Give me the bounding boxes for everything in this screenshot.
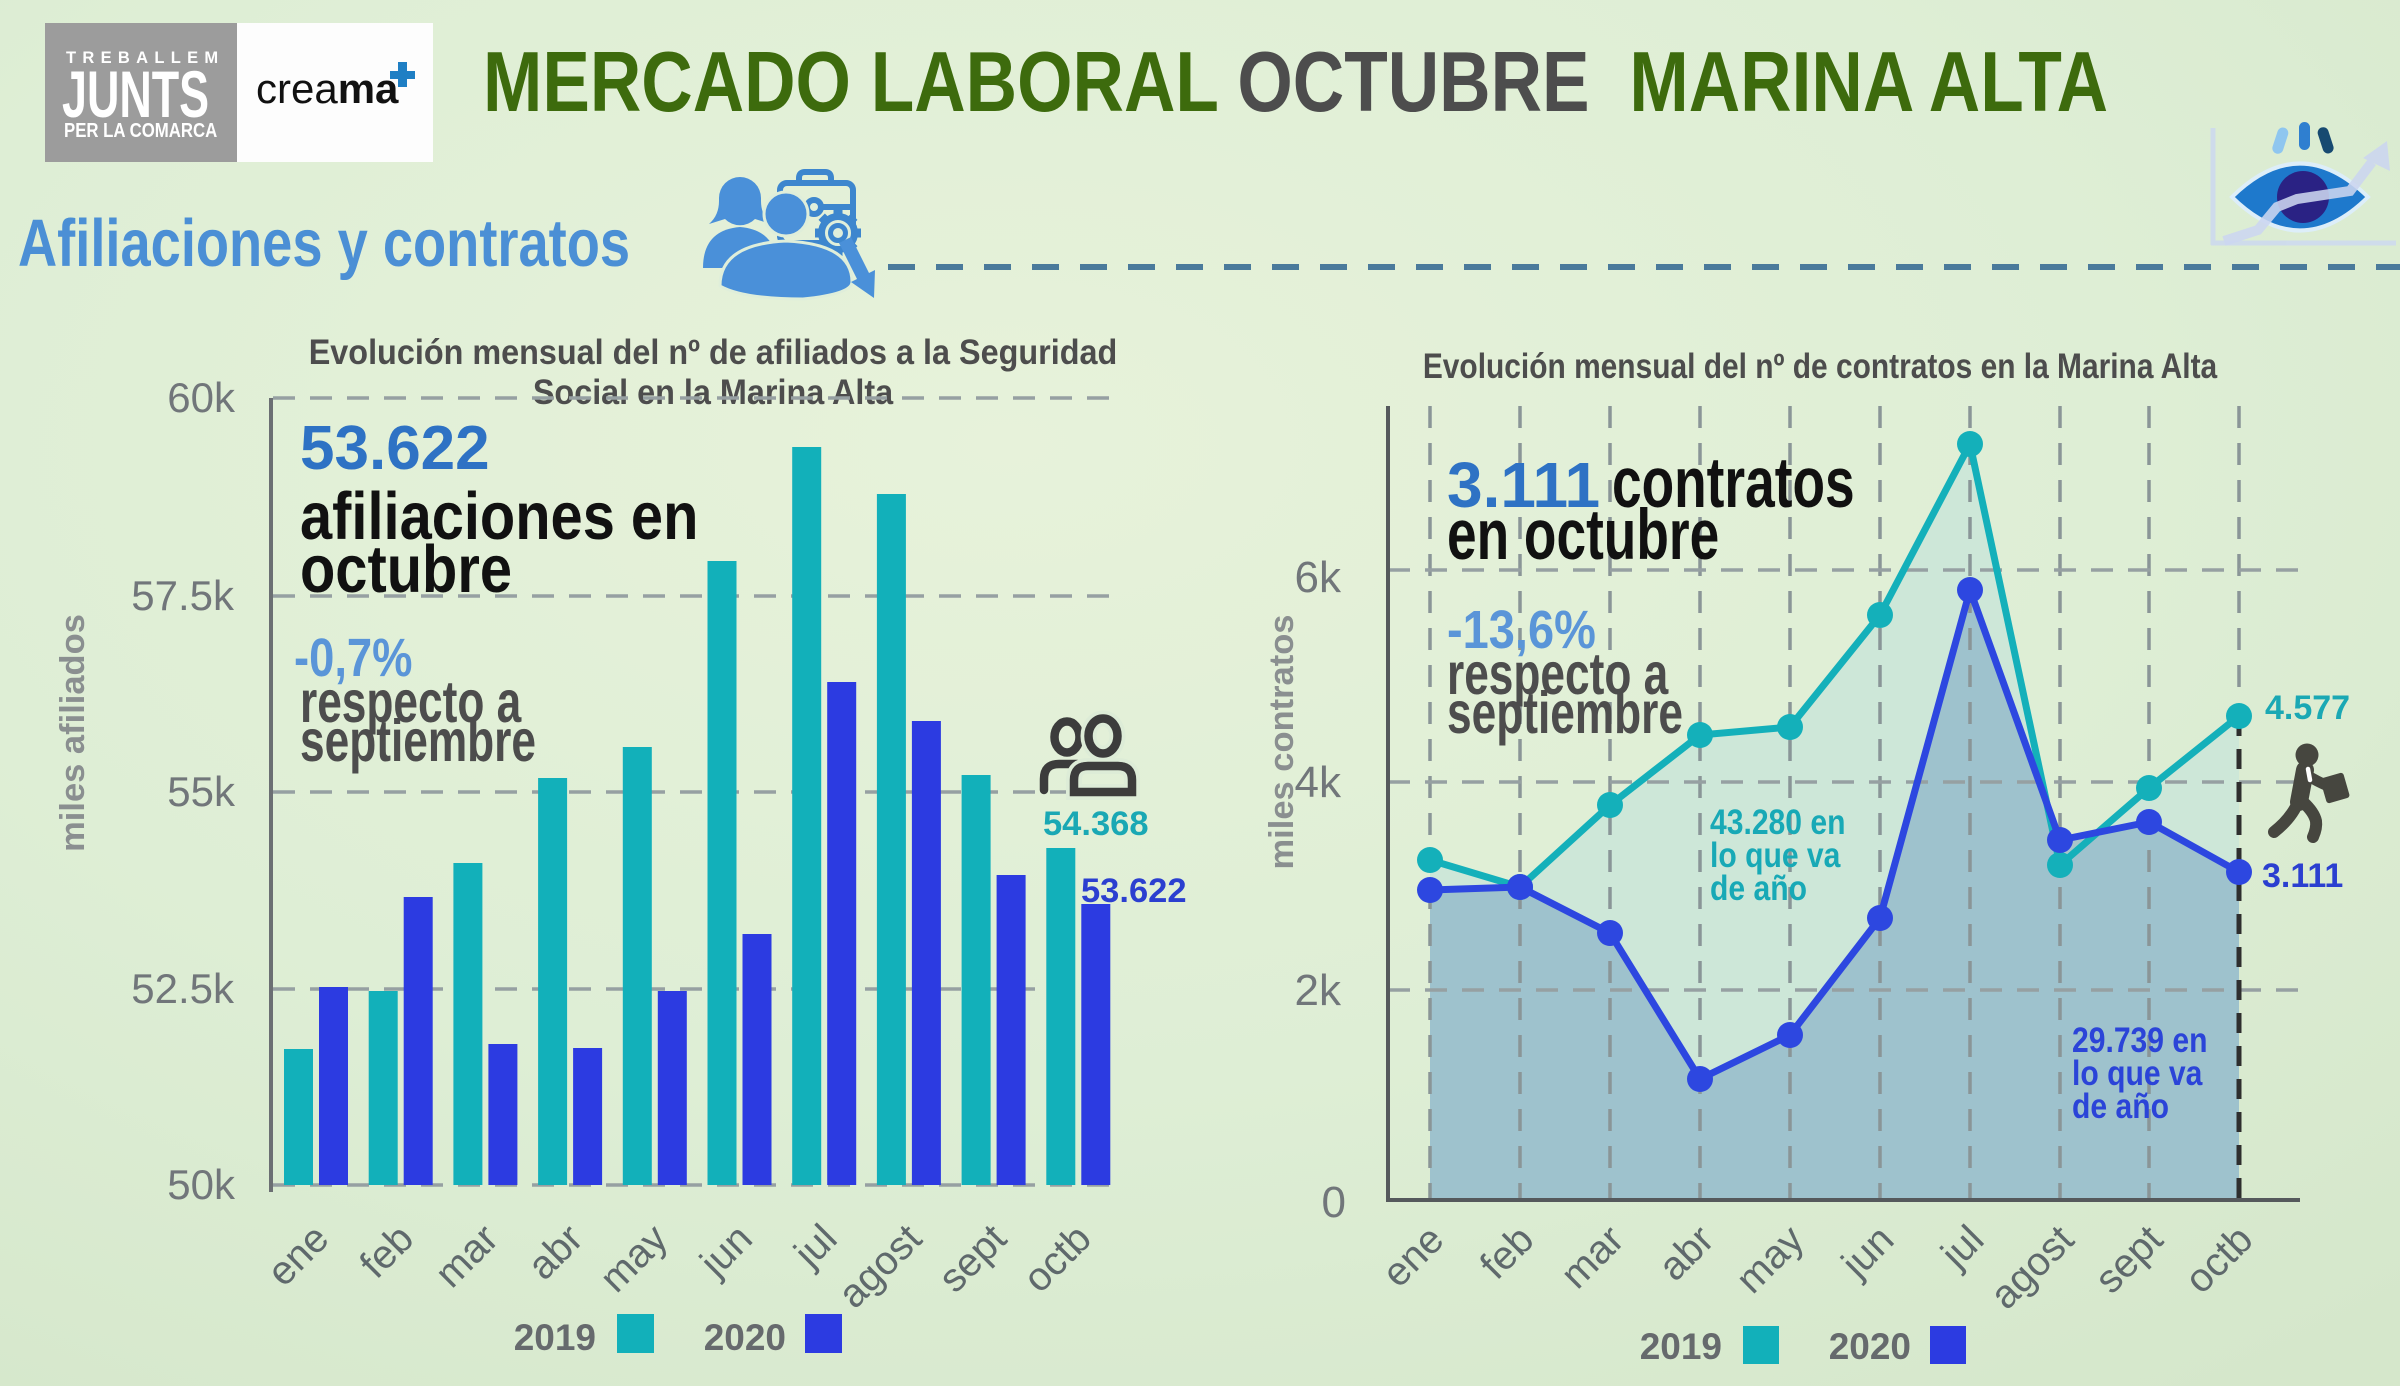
- svg-text:0: 0: [1322, 1178, 1346, 1227]
- svg-text:3.111: 3.111: [2262, 857, 2343, 895]
- svg-text:Evolución mensual del nº de af: Evolución mensual del nº de afiliados a …: [309, 333, 1118, 372]
- svg-text:miles contratos: miles contratos: [1263, 615, 1301, 870]
- svg-text:57.5k: 57.5k: [131, 572, 235, 619]
- svg-text:Social en la Marina Alta: Social en la Marina Alta: [533, 373, 894, 412]
- svg-text:3.111: 3.111: [1447, 449, 1600, 521]
- svg-text:creama: creama: [256, 65, 399, 112]
- svg-text:6k: 6k: [1295, 553, 1342, 602]
- svg-text:Evolución mensual del nº de co: Evolución mensual del nº de contratos en…: [1423, 347, 2218, 386]
- svg-text:octubre: octubre: [300, 532, 512, 607]
- svg-text:TREBALLEM: TREBALLEM: [66, 49, 224, 67]
- svg-text:lo que va: lo que va: [2072, 1053, 2203, 1093]
- svg-text:43.280 en: 43.280 en: [1710, 802, 1845, 842]
- svg-text:PER LA COMARCA: PER LA COMARCA: [64, 119, 217, 142]
- svg-text:en octubre: en octubre: [1447, 496, 1719, 575]
- svg-text:2020: 2020: [1829, 1326, 1911, 1367]
- svg-text:4k: 4k: [1295, 758, 1342, 807]
- svg-text:-13,6%: -13,6%: [1447, 599, 1596, 660]
- svg-text:JUNTS: JUNTS: [62, 57, 209, 131]
- svg-text:contratos: contratos: [1612, 444, 1855, 523]
- svg-text:Afiliaciones y contratos: Afiliaciones y contratos: [18, 206, 630, 281]
- svg-text:de año: de año: [1710, 868, 1807, 908]
- svg-text:respecto a: respecto a: [1447, 642, 1669, 708]
- svg-text:53.622: 53.622: [300, 414, 490, 483]
- svg-text:60k: 60k: [167, 374, 236, 421]
- svg-text:-0,7%: -0,7%: [294, 627, 412, 688]
- svg-text:septiembre: septiembre: [300, 709, 536, 775]
- svg-text:septiembre: septiembre: [1447, 681, 1683, 747]
- svg-text:50k: 50k: [167, 1161, 236, 1208]
- svg-text:2020: 2020: [704, 1317, 786, 1358]
- svg-text:2019: 2019: [514, 1317, 596, 1358]
- svg-text:2k: 2k: [1295, 966, 1342, 1015]
- svg-text:MERCADO LABORAL OCTUBRE MARINA: MERCADO LABORAL OCTUBRE MARINA ALTA: [483, 34, 2108, 129]
- svg-text:53.622: 53.622: [1081, 872, 1187, 910]
- svg-text:afiliaciones en: afiliaciones en: [300, 479, 698, 554]
- svg-text:55k: 55k: [167, 768, 236, 815]
- svg-text:de año: de año: [2072, 1086, 2169, 1126]
- svg-text:52.5k: 52.5k: [131, 965, 235, 1012]
- svg-text:respecto a: respecto a: [300, 670, 522, 736]
- svg-text:miles afiliados: miles afiliados: [54, 614, 92, 852]
- svg-text:4.577: 4.577: [2265, 689, 2350, 727]
- svg-text:2019: 2019: [1640, 1326, 1722, 1367]
- svg-text:lo que va: lo que va: [1710, 835, 1841, 875]
- svg-text:54.368: 54.368: [1043, 805, 1149, 843]
- svg-text:29.739 en: 29.739 en: [2072, 1020, 2207, 1060]
